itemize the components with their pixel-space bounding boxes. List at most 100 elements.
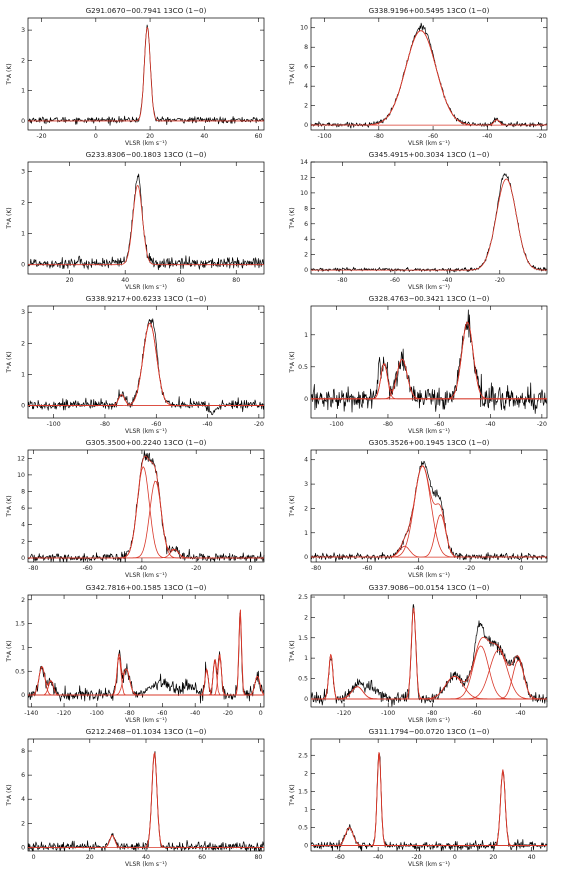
gaussian-fit (28, 752, 264, 848)
fit-component-1 (28, 466, 264, 559)
panel-title: G338.9217+00.6233 13CO (1−0) (86, 294, 207, 303)
gaussian-fit (311, 465, 547, 558)
x-tick-label: -40 (414, 565, 424, 572)
plot-frame (27, 449, 265, 563)
x-tick-label: -60 (83, 565, 93, 572)
y-tick-label: 1 (304, 806, 308, 813)
x-tick-label: 80 (232, 277, 240, 284)
y-tick-label: 2 (21, 340, 25, 347)
y-axis-label: T*A (K) (289, 640, 296, 662)
x-tick-label: -60 (390, 277, 400, 284)
y-tick-label: 12 (17, 455, 25, 462)
y-tick-label: 6 (21, 505, 25, 512)
y-axis-label: T*A (K) (289, 495, 296, 517)
x-tick-label: -120 (337, 710, 351, 717)
gaussian-fit (311, 607, 547, 700)
y-tick-label: 1 (304, 655, 308, 662)
x-tick-label: -140 (24, 710, 38, 717)
y-tick-label: 2.5 (298, 594, 308, 601)
panel-title: G212.2468−01.1034 13CO (1−0) (86, 727, 207, 736)
y-tick-label: 8 (21, 488, 25, 495)
spectrum-panel-10: G337.9086−00.0154 13CO (1−0) -120 -100 -80 -… (289, 583, 548, 724)
plot-frame (27, 17, 265, 131)
y-tick-label: 0.5 (15, 668, 25, 675)
y-tick-label: 1 (21, 231, 25, 238)
x-tick-label: -120 (57, 710, 71, 717)
x-tick-label: -100 (90, 710, 104, 717)
x-axis-label: VLSR (km s⁻¹) (408, 861, 450, 868)
panel-title: G311.1794−00.0720 13CO (1−0) (369, 727, 490, 736)
fit-component-4 (28, 668, 264, 696)
y-tick-label: 0 (21, 118, 25, 125)
y-tick-label: 0 (304, 696, 308, 703)
x-tick-label: 20 (146, 133, 154, 140)
x-tick-label: -60 (362, 565, 372, 572)
x-tick-label: 40 (528, 854, 536, 861)
x-tick-label: 60 (198, 854, 206, 861)
observed-spectrum (310, 604, 548, 707)
gaussian-fit (28, 26, 264, 122)
fit-component-2 (311, 514, 547, 558)
fit-component-2 (311, 827, 547, 846)
fit-component-1 (311, 656, 547, 700)
y-tick-label: 2 (304, 770, 308, 777)
x-tick-label: 40 (200, 133, 208, 140)
plot-frame (310, 594, 548, 708)
y-axis-label: T*A (K) (289, 351, 296, 373)
spectrum-panel-4: G345.4915+00.3034 13CO (1−0) -80 -60 -40 -20… (289, 150, 548, 291)
fit-component-1 (28, 666, 264, 696)
y-tick-label: 10 (17, 472, 25, 479)
x-tick-label: -20 (537, 133, 547, 140)
y-tick-label: 8 (21, 748, 25, 755)
x-tick-label: -80 (374, 133, 384, 140)
y-tick-label: 8 (304, 205, 308, 212)
x-tick-label: -100 (318, 133, 332, 140)
x-axis-label: VLSR (km s⁻¹) (125, 717, 167, 724)
panel-title: G233.8306−00.1803 13CO (1−0) (86, 150, 207, 159)
observed-spectrum (27, 318, 265, 416)
fit-component-3 (311, 321, 547, 400)
y-tick-label: 10 (300, 190, 308, 197)
x-tick-label: 20 (489, 854, 497, 861)
x-tick-label: -20 (465, 565, 475, 572)
y-tick-label: 0.5 (298, 364, 308, 371)
fit-component-8 (28, 609, 264, 696)
panel-title: G291.0670−00.7941 13CO (1−0) (86, 6, 207, 15)
plot-frame (310, 305, 548, 419)
panel-title: G337.9086−00.0154 13CO (1−0) (369, 583, 490, 592)
gaussian-fit (311, 752, 547, 846)
observed-spectrum (310, 173, 548, 274)
y-tick-label: 1.5 (298, 788, 308, 795)
y-axis-label: T*A (K) (6, 63, 13, 85)
y-tick-label: 2 (304, 252, 308, 259)
x-tick-label: -40 (373, 854, 383, 861)
x-tick-label: 0 (519, 565, 523, 572)
x-axis-label: VLSR (km s⁻¹) (125, 284, 167, 291)
x-axis-label: VLSR (km s⁻¹) (408, 428, 450, 435)
observed-spectrum (27, 450, 265, 563)
y-tick-label: 3 (21, 27, 25, 34)
x-tick-label: 60 (255, 133, 263, 140)
x-tick-label: -60 (335, 854, 345, 861)
observed-spectrum (310, 460, 548, 562)
x-tick-label: 20 (86, 854, 94, 861)
y-tick-label: 6 (304, 221, 308, 228)
y-tick-label: 12 (300, 174, 308, 181)
y-tick-label: 0 (21, 403, 25, 410)
fit-component-1 (311, 30, 547, 126)
x-tick-label: -80 (337, 277, 347, 284)
spectrum-panel-8: G305.3526+00.1945 13CO (1−0) -80 -60 -40 -20… (289, 438, 548, 579)
y-tick-label: 1 (304, 530, 308, 537)
fit-component-3 (311, 611, 547, 700)
y-tick-label: 1 (21, 371, 25, 378)
x-tick-label: -40 (442, 277, 452, 284)
y-tick-label: 2.5 (298, 752, 308, 759)
y-tick-label: 1 (21, 644, 25, 651)
gaussian-fit (28, 609, 265, 696)
observed-spectrum (310, 22, 548, 129)
x-axis-label: VLSR (km s⁻¹) (125, 861, 167, 868)
y-axis-label: T*A (K) (289, 207, 296, 229)
x-tick-label: -20 (495, 277, 505, 284)
y-tick-label: 4 (304, 457, 308, 464)
plot-frame (27, 161, 265, 275)
